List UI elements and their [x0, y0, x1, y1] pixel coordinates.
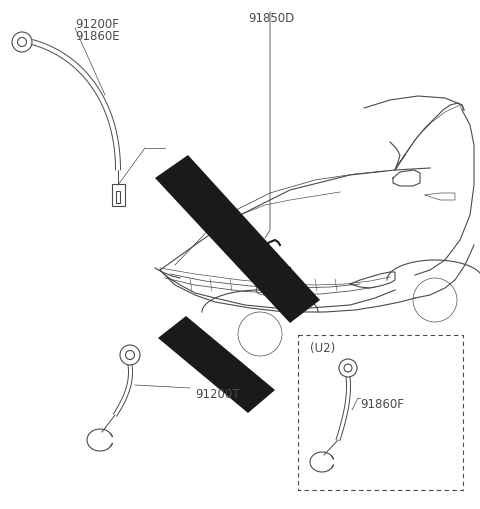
Polygon shape	[155, 155, 320, 323]
Circle shape	[240, 230, 250, 240]
Text: 91200F: 91200F	[75, 18, 119, 31]
Text: 91200T: 91200T	[195, 388, 240, 401]
Circle shape	[273, 263, 283, 273]
Bar	[111, 184, 124, 206]
Bar	[116, 191, 120, 203]
Bar	[298, 335, 463, 490]
Text: 91850D: 91850D	[248, 12, 294, 25]
Text: 91860F: 91860F	[360, 398, 404, 411]
Polygon shape	[158, 316, 275, 413]
Circle shape	[253, 240, 263, 250]
Text: (U2): (U2)	[310, 342, 335, 355]
Text: 91860E: 91860E	[75, 30, 120, 43]
